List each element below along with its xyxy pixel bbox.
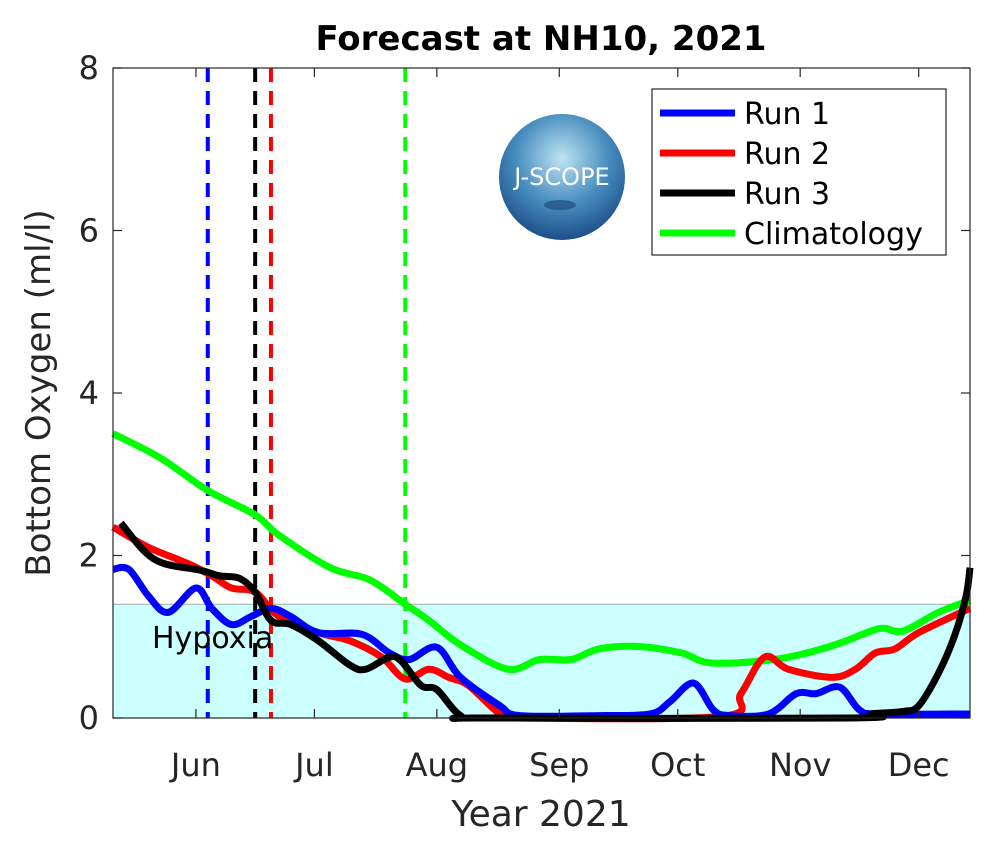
legend: Run 1 Run 2 Run 3 Climatology: [651, 88, 947, 256]
y-tick-label: 6: [79, 212, 99, 250]
legend-box: [651, 88, 947, 256]
logo-fish-icon: [544, 200, 576, 210]
y-axis-label: Bottom Oxygen (ml/l): [19, 209, 59, 576]
x-tick-label-dec: Dec: [888, 746, 950, 784]
y-tick-label: 0: [79, 699, 99, 737]
legend-label-3: Run 3: [744, 177, 830, 212]
series-line-run-3: [118, 520, 974, 722]
legend-label-1: Run 1: [744, 97, 830, 132]
series-line-run-1: [112, 563, 971, 720]
x-axis-label: Year 2021: [450, 794, 630, 835]
legend-label-4: Climatology: [744, 217, 923, 252]
x-tick-label-jul: Jul: [293, 746, 334, 784]
x-tick-label-sep: Sep: [529, 746, 589, 784]
x-tick-label-oct: Oct: [650, 746, 705, 784]
y-tick-label: 8: [79, 49, 99, 87]
x-tick-label-jun: Jun: [169, 746, 221, 784]
x-tick-label-nov: Nov: [769, 746, 831, 784]
hypoxia-label: Hypoxia: [152, 621, 273, 656]
x-tick-label-aug: Aug: [406, 746, 468, 784]
legend-label-2: Run 2: [744, 137, 830, 172]
y-tick-label: 2: [79, 537, 99, 575]
j-scope-logo: [499, 114, 625, 240]
chart-title: Forecast at NH10, 2021: [315, 19, 766, 59]
plot-area: Hypoxia 0 2 4 6 8 Jun Jul Aug Sep Oct Nov Dec J-SCOPE…: [79, 49, 974, 784]
series-line-climatology: [111, 430, 972, 674]
logo-text: J-SCOPE: [512, 163, 609, 191]
y-tick-label: 4: [79, 374, 99, 412]
